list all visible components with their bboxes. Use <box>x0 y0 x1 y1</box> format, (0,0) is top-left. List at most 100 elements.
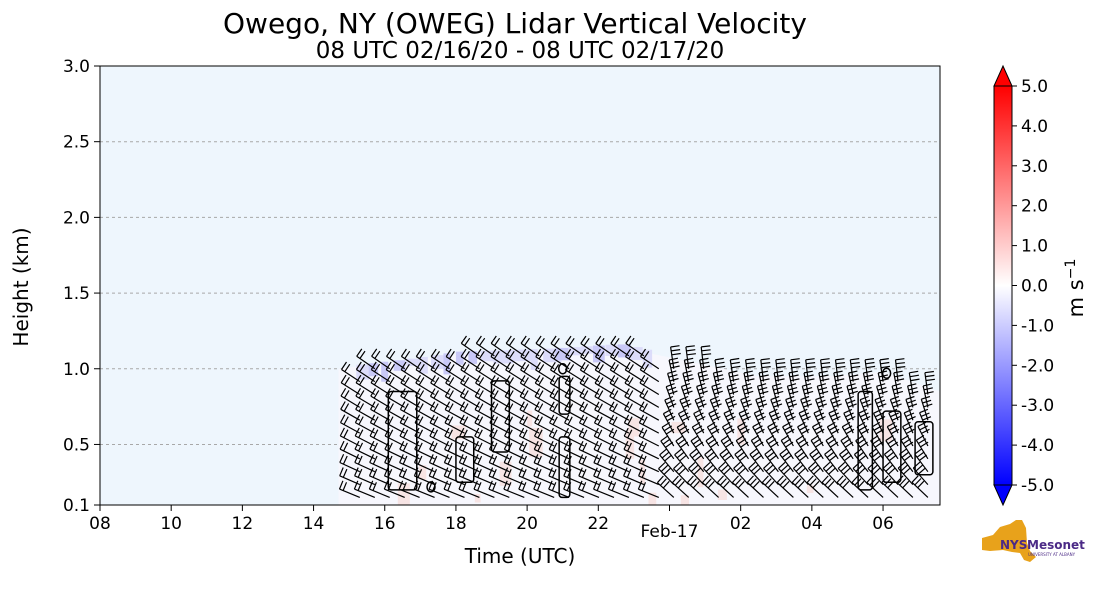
x-tick-label: 02 <box>730 514 752 534</box>
wind-barb <box>764 448 779 473</box>
wind-barb <box>871 421 885 447</box>
downdraft-patch <box>530 349 538 370</box>
wind-barb <box>580 348 600 370</box>
wind-barb <box>534 401 555 421</box>
wind-barb <box>763 461 779 486</box>
wind-barb <box>339 414 361 434</box>
wind-barb <box>578 441 600 460</box>
wind-barb <box>749 448 764 473</box>
wind-barb <box>579 361 600 383</box>
wind-barb <box>676 421 690 447</box>
wind-barb <box>504 427 525 447</box>
wind-barb <box>665 383 678 408</box>
wind-barb <box>776 475 794 498</box>
wind-barb <box>385 388 406 408</box>
wind-barb <box>339 440 361 460</box>
logo-nys-text: NYS <box>1000 538 1027 552</box>
wind-barb <box>623 427 645 447</box>
plot-frame <box>99 65 941 506</box>
wind-barb <box>608 427 630 447</box>
wind-barb <box>896 475 914 498</box>
wind-barb <box>798 408 811 434</box>
wind-barb <box>881 475 899 498</box>
wind-barb <box>783 408 796 434</box>
wind-barb <box>489 401 510 421</box>
wind-barb <box>670 345 681 369</box>
wind-barb <box>753 408 766 434</box>
wind-barb <box>638 454 660 473</box>
wind-barb <box>594 388 615 408</box>
wind-barb <box>610 348 630 370</box>
colorbar-ticks: 5.0 4.0 3.0 2.0 1.0 0.0 -1.0 -2.0 -3.0 -4.0 -5.0 <box>1012 77 1054 496</box>
logo-university-text: UNIVERSITY AT ALBANY <box>1028 552 1076 557</box>
wind-barb <box>595 335 615 357</box>
wind-barb <box>549 361 570 383</box>
wind-barb <box>839 448 854 473</box>
wind-barb <box>594 375 615 396</box>
wind-barb <box>703 461 720 486</box>
colorbar-tick-label: -1.0 <box>1021 316 1054 336</box>
wind-barb <box>803 370 815 395</box>
wind-barb <box>750 435 764 460</box>
wind-barb <box>775 358 786 382</box>
wind-barb <box>639 361 660 383</box>
updraft-patch <box>451 425 466 440</box>
wind-barb <box>535 335 555 357</box>
wind-barb <box>564 388 585 408</box>
wind-barb <box>444 414 465 434</box>
colorbar-tick-label: -2.0 <box>1021 356 1054 376</box>
wind-barb <box>520 348 540 370</box>
y-tick-label: 0.5 <box>63 435 90 455</box>
wind-barb <box>504 388 525 408</box>
colorbar-tick-label: 4.0 <box>1021 117 1048 137</box>
wind-barb <box>729 357 741 382</box>
wind-barb <box>430 375 450 396</box>
wind-barb <box>924 370 935 395</box>
wind-barb <box>807 461 824 486</box>
wind-barb <box>445 375 465 396</box>
wind-barb <box>728 370 740 395</box>
wind-barb <box>748 461 764 486</box>
wind-barb <box>369 414 390 434</box>
wind-barb <box>578 427 600 447</box>
wind-barb <box>459 427 480 447</box>
x-tick-label: 18 <box>445 514 467 534</box>
wind-barb <box>877 370 889 395</box>
wind-barb <box>340 401 361 421</box>
x-tick-label: 20 <box>516 514 538 534</box>
wind-barb <box>723 408 736 434</box>
wind-barb <box>767 421 780 447</box>
wind-barb <box>794 448 809 473</box>
wind-barb <box>518 427 540 447</box>
x-axis-label: Time (UTC) <box>464 544 576 568</box>
wind-barb <box>505 348 525 370</box>
downdraft-patch <box>480 350 497 362</box>
wind-barb <box>535 361 555 383</box>
x-tick-label: 12 <box>232 514 254 534</box>
wind-barb <box>806 475 824 498</box>
wind-barb <box>719 448 735 473</box>
wind-barb <box>460 348 480 370</box>
wind-barb <box>674 448 690 473</box>
wind-barb <box>353 480 376 498</box>
y-tick-label: 2.5 <box>63 133 90 153</box>
updraft-patch <box>397 483 410 505</box>
wind-barb <box>758 370 770 395</box>
wind-barb <box>879 358 890 382</box>
wind-barb <box>608 414 630 434</box>
wind-barb <box>593 414 615 434</box>
wind-barb <box>844 395 857 421</box>
wind-barb <box>810 435 824 460</box>
wind-barb <box>430 361 450 383</box>
wind-barb <box>518 480 540 498</box>
wind-barb <box>834 358 846 382</box>
wind-barb <box>429 427 450 447</box>
wind-barb <box>852 461 869 486</box>
wind-barb <box>709 395 722 421</box>
wind-barb <box>609 375 630 396</box>
wind-barb <box>563 480 585 498</box>
nys-mesonet-logo: NYS Mesonet UNIVERSITY AT ALBANY <box>982 520 1085 562</box>
wind-barb <box>488 480 510 498</box>
wind-barb <box>415 388 435 408</box>
wind-barb <box>355 374 376 396</box>
